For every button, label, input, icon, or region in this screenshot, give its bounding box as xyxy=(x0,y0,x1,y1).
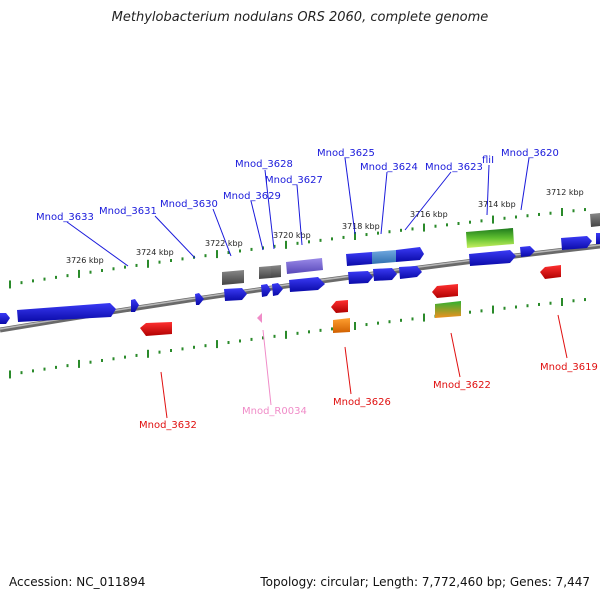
topology-text: Topology: circular; Length: 7,772,460 bp… xyxy=(260,575,590,589)
outer-tick-ring xyxy=(9,207,586,289)
tick-label: 3726 kbp xyxy=(66,256,104,265)
forward-genes-upper xyxy=(222,213,600,285)
gene-feature[interactable] xyxy=(195,293,204,305)
gene-feature[interactable] xyxy=(469,250,516,266)
tick-label: 3724 kbp xyxy=(136,248,174,257)
label-leaders xyxy=(66,157,568,419)
tick-label: 3716 kbp xyxy=(410,210,448,219)
gene-feature[interactable] xyxy=(140,322,172,336)
gene-feature[interactable] xyxy=(520,246,535,257)
gene-feature[interactable] xyxy=(224,288,247,301)
gene-feature[interactable] xyxy=(396,247,424,262)
gene-feature[interactable] xyxy=(131,299,139,312)
gene-label[interactable]: Mnod_3624 xyxy=(360,162,418,173)
reverse-genes xyxy=(140,265,561,336)
gene-feature[interactable] xyxy=(286,258,323,274)
gene-feature[interactable] xyxy=(257,313,262,323)
gene-label[interactable]: Mnod_3629 xyxy=(223,191,281,202)
gene-feature[interactable] xyxy=(259,266,271,279)
tick-label: 3712 kbp xyxy=(546,188,584,197)
forward-genes xyxy=(0,233,600,324)
gene-label[interactable]: Mnod_3626 xyxy=(333,397,391,408)
gene-label[interactable]: fliI xyxy=(482,155,494,166)
gene-label[interactable]: Mnod_3632 xyxy=(139,420,197,431)
gene-label[interactable]: Mnod_3622 xyxy=(433,380,491,391)
gene-feature[interactable] xyxy=(222,270,244,285)
gene-feature[interactable] xyxy=(435,301,461,318)
gene-feature[interactable] xyxy=(372,250,396,264)
gene-feature[interactable] xyxy=(0,313,10,324)
gene-label[interactable]: Mnod_3630 xyxy=(160,199,218,210)
gene-feature[interactable] xyxy=(596,233,600,244)
gene-label[interactable]: Mnod_3628 xyxy=(235,159,293,170)
gene-label[interactable]: Mnod_3625 xyxy=(317,148,375,159)
tick-label: 3718 kbp xyxy=(342,222,380,231)
gene-labels: Mnod_3633 Mnod_3631 Mnod_3630 Mnod_3629 … xyxy=(36,148,598,431)
gene-feature[interactable] xyxy=(399,266,422,279)
tick-label: 3714 kbp xyxy=(478,200,516,209)
gene-label[interactable]: Mnod_3631 xyxy=(99,206,157,217)
gene-feature[interactable] xyxy=(271,265,281,278)
gene-feature[interactable] xyxy=(261,284,271,297)
gene-label[interactable]: Mnod_3633 xyxy=(36,212,94,223)
tick-label: 3722 kbp xyxy=(205,239,243,248)
gene-feature[interactable] xyxy=(346,252,372,266)
gene-label[interactable]: Mnod_3627 xyxy=(265,175,323,186)
gene-feature[interactable] xyxy=(348,271,373,284)
gene-feature[interactable] xyxy=(540,265,561,279)
genome-title: Methylobacterium nodulans ORS 2060, comp… xyxy=(111,10,489,25)
gene-label[interactable]: Mnod_3620 xyxy=(501,148,559,159)
gene-feature[interactable] xyxy=(590,213,600,227)
gene-label[interactable]: Mnod_R0034 xyxy=(242,406,307,417)
gene-feature[interactable] xyxy=(331,300,348,313)
gene-feature[interactable] xyxy=(289,277,325,292)
scale-labels: 3726 kbp 3724 kbp 3722 kbp 3720 kbp 3718… xyxy=(66,188,584,265)
gene-feature[interactable] xyxy=(373,268,397,281)
gene-feature[interactable] xyxy=(333,318,350,333)
gene-feature[interactable] xyxy=(561,236,592,250)
tick-label: 3720 kbp xyxy=(273,231,311,240)
gene-feature[interactable] xyxy=(272,283,283,296)
gene-feature[interactable] xyxy=(466,228,514,248)
accession-text: Accession: NC_011894 xyxy=(9,575,146,589)
gene-feature[interactable] xyxy=(17,303,116,322)
gene-label[interactable]: Mnod_3619 xyxy=(540,362,598,373)
gene-feature[interactable] xyxy=(432,284,458,298)
gene-label[interactable]: Mnod_3623 xyxy=(425,162,483,173)
